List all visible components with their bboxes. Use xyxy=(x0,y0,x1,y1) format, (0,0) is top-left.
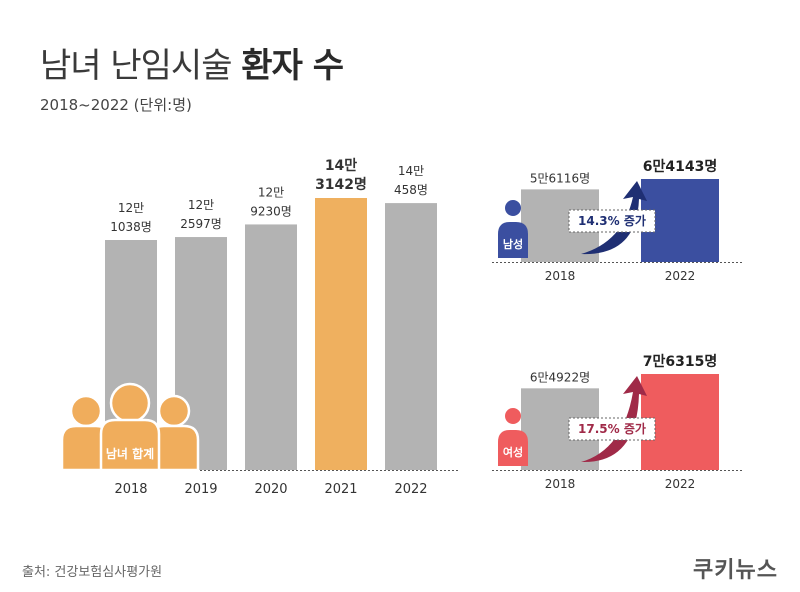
남성-x-tick-2022: 2022 xyxy=(665,269,696,283)
value-label-2020-line1: 12만 xyxy=(258,185,284,199)
남성-value-label-2022: 6만4143명 xyxy=(643,158,717,175)
male-person-icon-body xyxy=(498,222,528,258)
source-note: 출처: 건강보험심사평가원 xyxy=(22,565,163,580)
남성-change-label: 14.3% 증가 xyxy=(578,213,646,228)
page-title: 남녀 난임시술 환자 수 xyxy=(40,38,344,87)
남성-group-label: 남성 xyxy=(503,237,523,251)
female-person-icon-body xyxy=(498,430,528,466)
title-light: 남녀 난임시술 xyxy=(40,46,242,86)
여성-x-tick-2022: 2022 xyxy=(665,477,696,491)
female-person-icon-head xyxy=(505,408,521,424)
value-label-2021-line1: 14만 xyxy=(325,158,357,174)
male-person-icon-head xyxy=(505,200,521,216)
title-bold: 환자 수 xyxy=(241,46,344,86)
x-tick-2022: 2022 xyxy=(394,482,427,497)
남성-value-label-2018: 5만6116명 xyxy=(530,171,590,185)
value-label-2020-line2: 9230명 xyxy=(250,204,292,218)
value-label-2019-line1: 12만 xyxy=(188,198,214,212)
bar-2022 xyxy=(385,203,437,470)
bar-2020 xyxy=(245,224,297,470)
남성-change-box xyxy=(568,209,656,233)
brand-logo: 쿠키뉴스 xyxy=(693,558,778,583)
value-label-2018-line2: 1038명 xyxy=(110,220,152,234)
bar-2021 xyxy=(315,198,367,470)
value-label-2022-line1: 14만 xyxy=(398,164,424,178)
여성-x-tick-2018: 2018 xyxy=(545,477,576,491)
people-icon-label: 남녀 합계 xyxy=(106,446,154,461)
여성-value-label-2022: 7만6315명 xyxy=(643,353,717,370)
value-label-2022-line2: 458명 xyxy=(394,183,428,197)
여성-value-label-2018: 6만4922명 xyxy=(530,370,590,384)
person-center-icon-head xyxy=(109,382,151,424)
value-label-2018-line1: 12만 xyxy=(118,201,144,215)
여성-change-label: 17.5% 증가 xyxy=(578,421,646,436)
value-label-2019-line2: 2597명 xyxy=(180,217,222,231)
여성-change-box xyxy=(568,417,656,441)
x-tick-2019: 2019 xyxy=(184,482,217,497)
여성-group-label: 여성 xyxy=(503,445,523,459)
x-tick-2020: 2020 xyxy=(254,482,287,497)
subtitle: 2018~2022 (단위:명) xyxy=(40,96,192,114)
person-center-icon-body xyxy=(99,418,161,472)
남성-x-tick-2018: 2018 xyxy=(545,269,576,283)
value-label-2021-line2: 3142명 xyxy=(315,176,367,193)
x-tick-2021: 2021 xyxy=(324,482,357,497)
x-tick-2018: 2018 xyxy=(114,482,147,497)
person-right-icon-head xyxy=(157,394,191,428)
person-left-icon-head xyxy=(69,394,103,428)
